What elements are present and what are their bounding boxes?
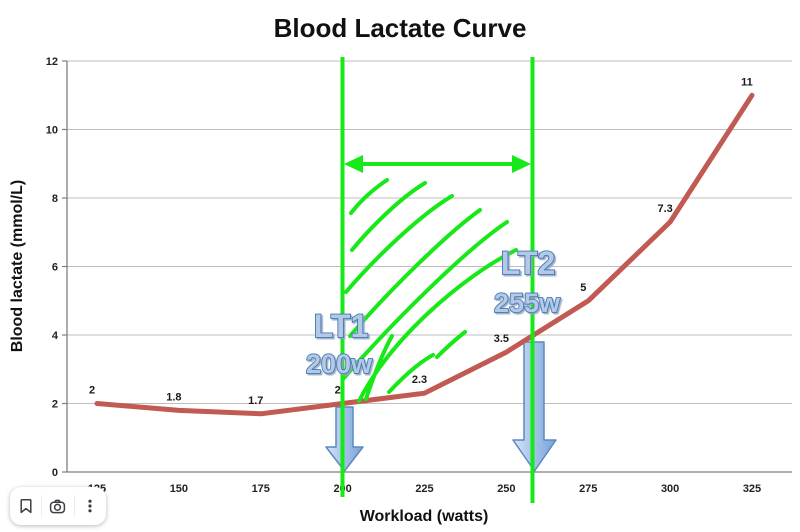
y-tick-label: 12 <box>46 56 58 68</box>
lt1-watts-label: 200w <box>306 349 373 379</box>
toolbar-divider <box>73 495 75 517</box>
x-axis-tick-labels: 125150175200225250275300325 <box>88 483 761 495</box>
data-label: 7.3 <box>657 203 672 215</box>
threshold-lines <box>340 57 535 503</box>
x-tick-label: 275 <box>579 483 597 495</box>
data-label: 2 <box>335 385 341 397</box>
x-tick-label: 175 <box>252 483 270 495</box>
x-tick-label: 250 <box>497 483 515 495</box>
hatched-training-zone <box>341 178 518 403</box>
kebab-menu-icon <box>88 499 92 513</box>
data-label: 2 <box>89 385 95 397</box>
y-tick-label: 8 <box>52 193 58 205</box>
y-tick-label: 6 <box>52 262 58 274</box>
camera-lens-icon <box>50 499 66 513</box>
data-label: 1.7 <box>248 395 263 407</box>
data-label: 1.8 <box>166 391 181 403</box>
x-tick-label: 325 <box>743 483 761 495</box>
lt2-label: LT2 <box>501 245 556 281</box>
y-tick-label: 4 <box>52 330 59 342</box>
y-tick-label: 0 <box>52 467 58 479</box>
x-tick-label: 300 <box>661 483 679 495</box>
zone-width-double-arrow <box>344 155 531 173</box>
data-label: 11 <box>741 76 753 88</box>
more-options-button[interactable] <box>75 487 106 525</box>
lactate-curve-series <box>94 92 755 417</box>
data-point-labels: 2 1.8 1.7 2 2.3 3.5 5 7.3 11 <box>89 76 753 407</box>
x-tick-label: 225 <box>415 483 433 495</box>
lactate-curve <box>94 92 755 417</box>
lt1-label: LT1 <box>314 308 369 344</box>
data-label: 2.3 <box>412 374 427 386</box>
y-tick-label: 2 <box>52 399 58 411</box>
y-tick-label: 10 <box>46 125 58 137</box>
y-axis-title: Blood lactate (mmol/L) <box>9 180 26 352</box>
search-inside-image-button[interactable] <box>42 487 73 525</box>
bookmark-icon <box>20 499 32 514</box>
y-axis-tick-labels: 0 2 4 6 8 10 12 <box>46 56 59 479</box>
toolbar-divider <box>41 495 43 517</box>
chart-title: Blood Lactate Curve <box>274 13 527 43</box>
lt2-watts-label: 255w <box>494 288 561 318</box>
gridlines <box>62 60 792 473</box>
data-label: 3.5 <box>494 333 509 345</box>
data-label: 5 <box>580 282 586 294</box>
x-tick-label: 150 <box>170 483 188 495</box>
x-axis-title: Workload (watts) <box>360 508 489 525</box>
bookmark-button[interactable] <box>10 487 41 525</box>
image-hover-toolbar <box>10 487 106 525</box>
